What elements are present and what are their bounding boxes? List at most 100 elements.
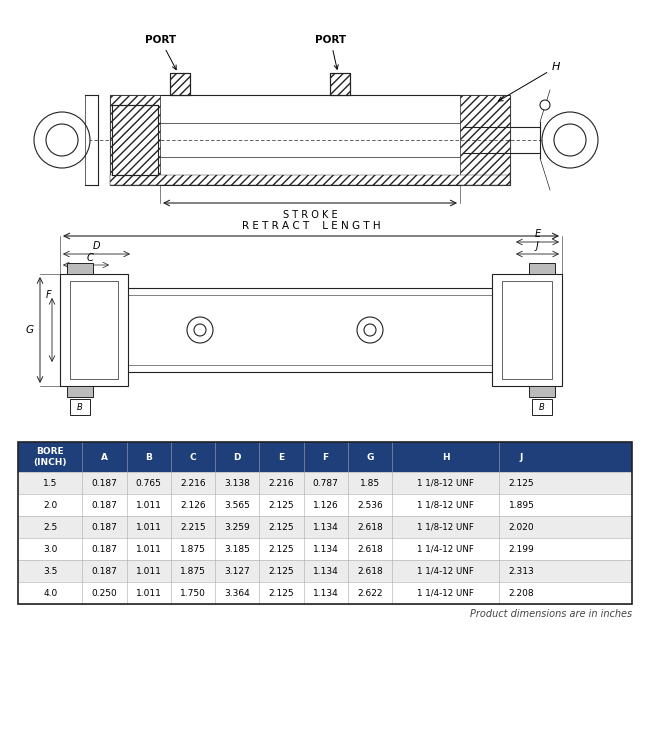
Text: 0.187: 0.187 — [92, 566, 118, 575]
Text: 1.875: 1.875 — [180, 566, 206, 575]
Text: E: E — [534, 229, 541, 239]
Text: 1.011: 1.011 — [136, 523, 162, 531]
Text: 3.259: 3.259 — [224, 523, 250, 531]
Text: 3.0: 3.0 — [43, 545, 57, 553]
Text: 1.134: 1.134 — [313, 588, 339, 597]
Text: 1.134: 1.134 — [313, 566, 339, 575]
Text: 2.215: 2.215 — [180, 523, 206, 531]
Text: D: D — [93, 241, 100, 251]
Text: 2.125: 2.125 — [268, 545, 294, 553]
Text: S T R O K E: S T R O K E — [283, 210, 337, 220]
Text: 2.125: 2.125 — [509, 478, 534, 488]
Text: J: J — [520, 453, 523, 461]
Text: PORT: PORT — [315, 35, 346, 69]
Circle shape — [194, 324, 206, 336]
Text: 1.011: 1.011 — [136, 566, 162, 575]
Text: J: J — [536, 241, 539, 251]
Text: 1.5: 1.5 — [43, 478, 57, 488]
Circle shape — [187, 317, 213, 343]
Text: 2.618: 2.618 — [357, 545, 383, 553]
Bar — [70, 281, 118, 379]
Bar — [70, 399, 90, 415]
Bar — [18, 582, 632, 604]
Text: C: C — [190, 453, 196, 461]
Text: H: H — [442, 453, 449, 461]
Bar — [492, 274, 562, 386]
Text: 2.199: 2.199 — [508, 545, 534, 553]
Circle shape — [357, 317, 383, 343]
Text: 0.187: 0.187 — [92, 523, 118, 531]
Circle shape — [554, 124, 586, 156]
Text: 1.011: 1.011 — [136, 501, 162, 510]
Text: 0.787: 0.787 — [313, 478, 339, 488]
Bar — [60, 274, 128, 386]
Text: 1 1/4-12 UNF: 1 1/4-12 UNF — [417, 545, 474, 553]
Text: PORT: PORT — [145, 35, 176, 69]
Text: 0.187: 0.187 — [92, 478, 118, 488]
Text: 1.895: 1.895 — [508, 501, 534, 510]
Bar — [170, 73, 190, 95]
Bar — [110, 95, 510, 185]
Bar — [112, 105, 158, 175]
Text: 1.875: 1.875 — [180, 545, 206, 553]
Text: 1.134: 1.134 — [313, 545, 339, 553]
Bar — [460, 95, 510, 185]
Text: 2.208: 2.208 — [509, 588, 534, 597]
Circle shape — [364, 324, 376, 336]
Text: 2.020: 2.020 — [509, 523, 534, 531]
Circle shape — [34, 112, 90, 168]
Text: Product dimensions are in inches: Product dimensions are in inches — [470, 609, 632, 619]
Circle shape — [542, 112, 598, 168]
Bar — [67, 263, 93, 274]
Bar — [330, 73, 350, 95]
Text: 2.216: 2.216 — [180, 478, 206, 488]
Bar — [110, 288, 510, 372]
Text: 1.134: 1.134 — [313, 523, 339, 531]
Text: 0.187: 0.187 — [92, 501, 118, 510]
Text: B: B — [146, 453, 152, 461]
Text: C: C — [86, 253, 94, 263]
Text: 1 1/4-12 UNF: 1 1/4-12 UNF — [417, 588, 474, 597]
Bar — [18, 472, 632, 494]
Text: 3.138: 3.138 — [224, 478, 250, 488]
Text: 2.618: 2.618 — [357, 566, 383, 575]
Bar — [110, 175, 510, 185]
Bar — [18, 442, 632, 472]
Text: 2.125: 2.125 — [268, 566, 294, 575]
Text: 1.85: 1.85 — [359, 478, 380, 488]
Bar — [18, 516, 632, 538]
Circle shape — [46, 124, 78, 156]
Text: 1 1/8-12 UNF: 1 1/8-12 UNF — [417, 478, 474, 488]
Text: 1 1/8-12 UNF: 1 1/8-12 UNF — [417, 501, 474, 510]
Text: 3.127: 3.127 — [224, 566, 250, 575]
Bar — [502, 281, 552, 379]
Text: 3.364: 3.364 — [224, 588, 250, 597]
Text: 0.187: 0.187 — [92, 545, 118, 553]
Text: 2.125: 2.125 — [268, 523, 294, 531]
Text: BORE
(INCH): BORE (INCH) — [34, 447, 67, 466]
Text: F: F — [322, 453, 329, 461]
Circle shape — [540, 100, 550, 110]
Text: 2.5: 2.5 — [43, 523, 57, 531]
Text: 1 1/8-12 UNF: 1 1/8-12 UNF — [417, 523, 474, 531]
Text: 2.0: 2.0 — [43, 501, 57, 510]
Text: A: A — [101, 453, 108, 461]
Text: 1 1/4-12 UNF: 1 1/4-12 UNF — [417, 566, 474, 575]
Text: 1.011: 1.011 — [136, 545, 162, 553]
Text: H: H — [499, 62, 560, 101]
Text: 2.536: 2.536 — [357, 501, 383, 510]
Text: 0.250: 0.250 — [92, 588, 118, 597]
Bar — [18, 494, 632, 516]
Text: 1.750: 1.750 — [180, 588, 206, 597]
Text: 3.565: 3.565 — [224, 501, 250, 510]
Text: R E T R A C T    L E N G T H: R E T R A C T L E N G T H — [242, 221, 380, 231]
Text: 2.622: 2.622 — [357, 588, 383, 597]
Text: 2.313: 2.313 — [508, 566, 534, 575]
Text: 3.5: 3.5 — [43, 566, 57, 575]
Bar — [532, 399, 552, 415]
Bar — [110, 95, 160, 185]
Text: 0.765: 0.765 — [136, 478, 162, 488]
Bar — [18, 442, 632, 604]
Text: 3.185: 3.185 — [224, 545, 250, 553]
Bar — [18, 560, 632, 582]
